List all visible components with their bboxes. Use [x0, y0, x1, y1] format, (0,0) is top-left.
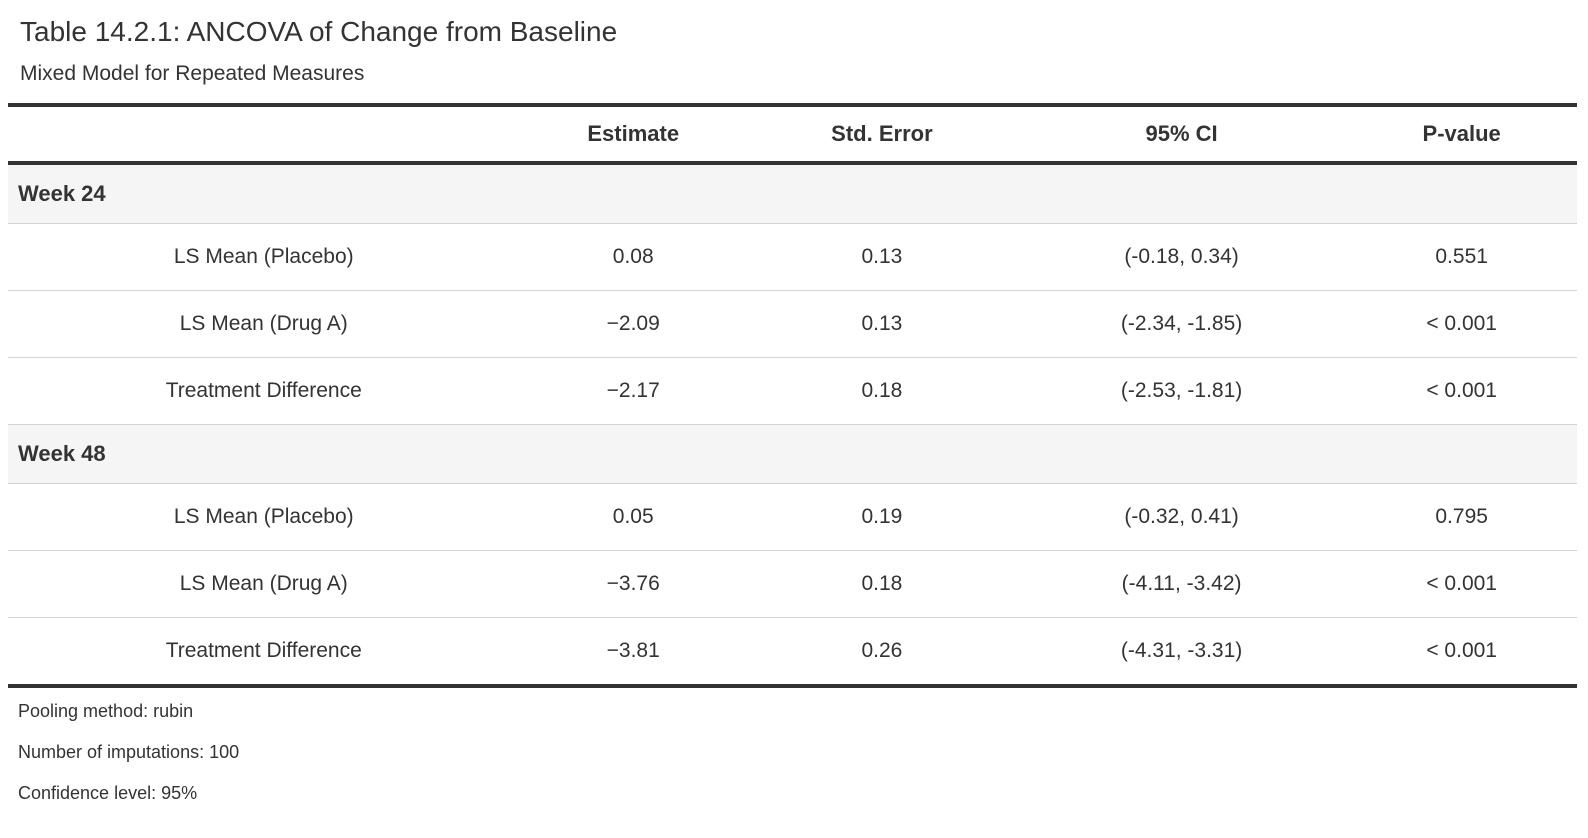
cell-ci: (-0.18, 0.34) [1016, 223, 1347, 291]
table-row: LS Mean (Drug A) −3.76 0.18 (-4.11, -3.4… [8, 550, 1577, 618]
table-row: Treatment Difference −3.81 0.26 (-4.31, … [8, 617, 1577, 686]
cell-p-value: < 0.001 [1346, 617, 1577, 686]
table-row: LS Mean (Placebo) 0.08 0.13 (-0.18, 0.34… [8, 223, 1577, 291]
cell-label: Treatment Difference [8, 357, 520, 425]
cell-ci: (-4.11, -3.42) [1016, 550, 1347, 618]
cell-std-error: 0.18 [746, 357, 1017, 425]
table-row: Treatment Difference −2.17 0.18 (-2.53, … [8, 357, 1577, 425]
column-header-std-error: Std. Error [746, 102, 1017, 165]
cell-p-value: 0.551 [1346, 223, 1577, 291]
cell-label: LS Mean (Placebo) [8, 483, 520, 551]
page-title: Table 14.2.1: ANCOVA of Change from Base… [20, 16, 618, 47]
footnote-pooling-method: Pooling method: rubin [18, 700, 194, 721]
group-row-week-48: Week 48 [8, 424, 1577, 484]
cell-label: LS Mean (Placebo) [8, 223, 520, 291]
cell-estimate: 0.08 [519, 223, 747, 291]
cell-estimate: −2.17 [519, 357, 747, 425]
page-subtitle: Mixed Model for Repeated Measures [20, 62, 365, 86]
table-footnotes: Pooling method: rubin Number of imputati… [8, 688, 1580, 806]
header-row: Estimate Std. Error 95% CI P-value [8, 102, 1577, 165]
cell-estimate: −2.09 [519, 290, 747, 358]
cell-std-error: 0.26 [746, 617, 1017, 686]
cell-ci: (-2.34, -1.85) [1016, 290, 1347, 358]
cell-estimate: −3.81 [519, 617, 747, 686]
column-header-p-value: P-value [1346, 102, 1577, 165]
cell-std-error: 0.13 [746, 290, 1017, 358]
footnote-confidence-level: Confidence level: 95% [18, 783, 198, 804]
cell-std-error: 0.18 [746, 550, 1017, 618]
cell-std-error: 0.19 [746, 483, 1017, 551]
cell-p-value: 0.795 [1346, 483, 1577, 551]
group-label: Week 48 [8, 424, 1577, 484]
table-row: LS Mean (Placebo) 0.05 0.19 (-0.32, 0.41… [8, 483, 1577, 551]
cell-p-value: < 0.001 [1346, 290, 1577, 358]
column-header-ci: 95% CI [1016, 102, 1347, 165]
table-row: LS Mean (Drug A) −2.09 0.13 (-2.34, -1.8… [8, 290, 1577, 358]
cell-ci: (-2.53, -1.81) [1016, 357, 1347, 425]
cell-estimate: −3.76 [519, 550, 747, 618]
cell-std-error: 0.13 [746, 223, 1017, 291]
column-header-estimate: Estimate [519, 102, 747, 165]
group-label: Week 24 [8, 162, 1577, 224]
cell-ci: (-0.32, 0.41) [1016, 483, 1347, 551]
results-table: Estimate Std. Error 95% CI P-value Week … [8, 102, 1577, 688]
column-header-stub [8, 102, 520, 165]
cell-ci: (-4.31, -3.31) [1016, 617, 1347, 686]
cell-label: Treatment Difference [8, 617, 520, 686]
cell-p-value: < 0.001 [1346, 357, 1577, 425]
group-row-week-24: Week 24 [8, 162, 1577, 224]
cell-label: LS Mean (Drug A) [8, 550, 520, 618]
cell-p-value: < 0.001 [1346, 550, 1577, 618]
cell-label: LS Mean (Drug A) [8, 290, 520, 358]
cell-estimate: 0.05 [519, 483, 747, 551]
footnote-imputations: Number of imputations: 100 [18, 742, 240, 763]
